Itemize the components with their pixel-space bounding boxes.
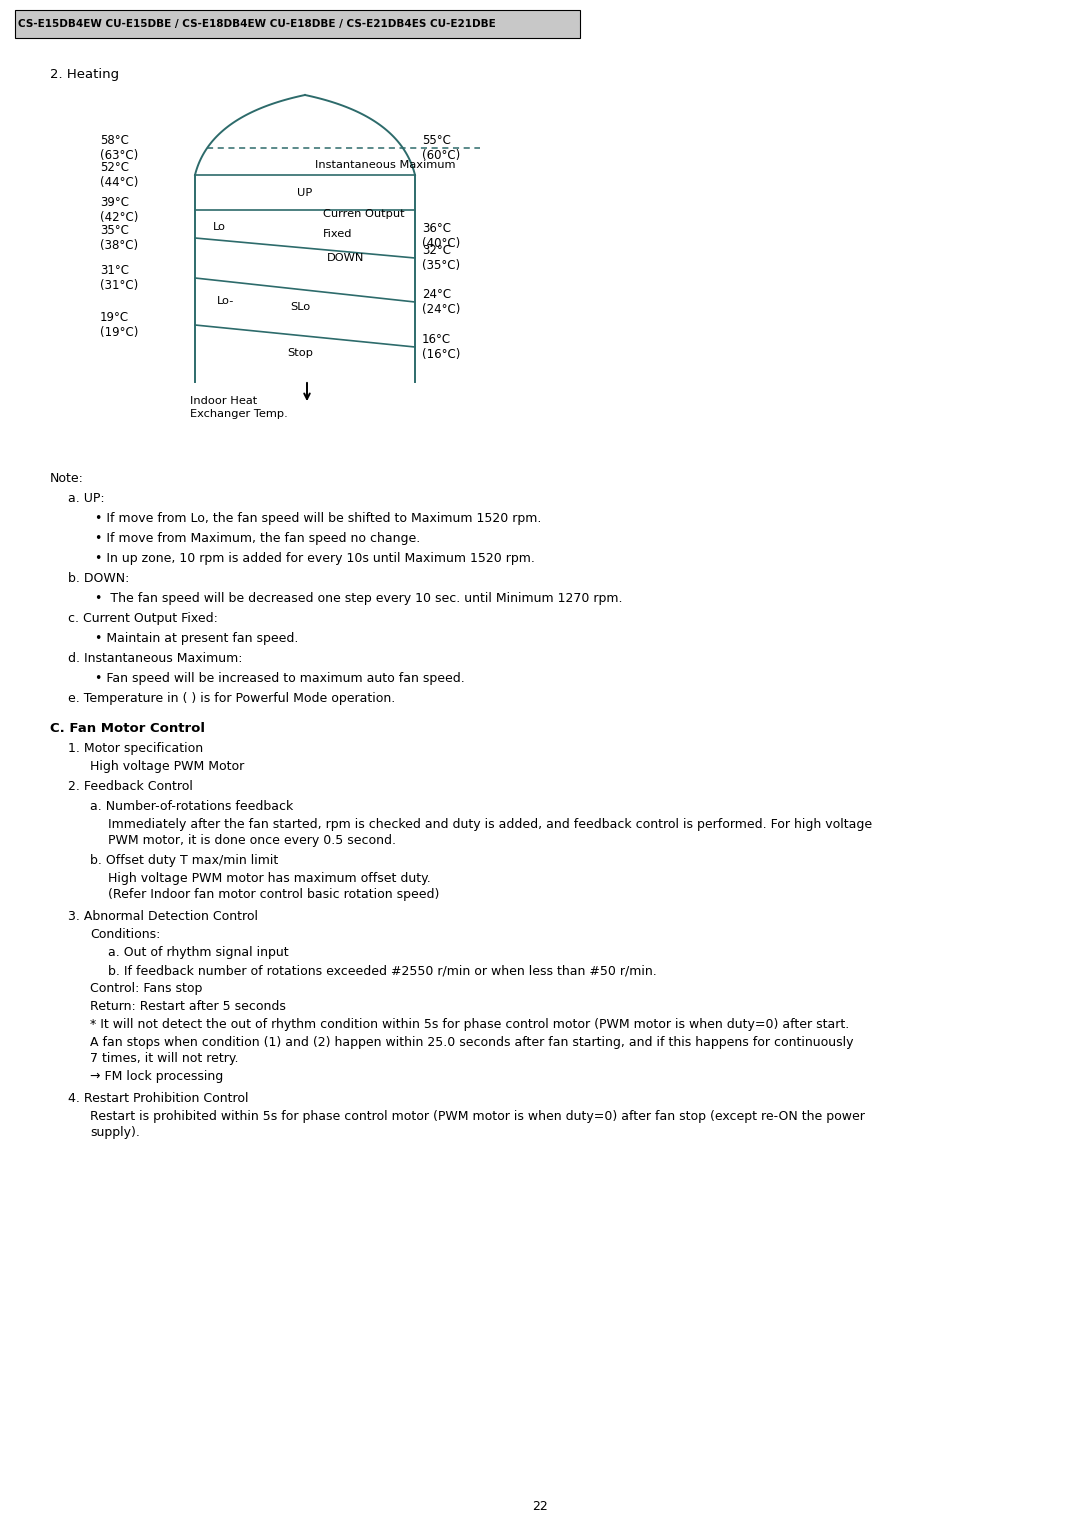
Text: c. Current Output Fixed:: c. Current Output Fixed: (68, 613, 218, 625)
Text: Lo-: Lo- (217, 296, 234, 307)
Text: b. DOWN:: b. DOWN: (68, 571, 130, 585)
Text: 58°C: 58°C (100, 134, 129, 147)
Text: Restart is prohibited within 5s for phase control motor (PWM motor is when duty=: Restart is prohibited within 5s for phas… (90, 1109, 865, 1123)
Text: 3. Abnormal Detection Control: 3. Abnormal Detection Control (68, 911, 258, 923)
Text: High voltage PWM motor has maximum offset duty.: High voltage PWM motor has maximum offse… (108, 872, 431, 885)
Text: Immediately after the fan started, rpm is checked and duty is added, and feedbac: Immediately after the fan started, rpm i… (108, 817, 873, 831)
Text: 36°C: 36°C (422, 222, 451, 235)
Text: 35°C: 35°C (100, 225, 129, 237)
Text: b. If feedback number of rotations exceeded #2550 r/min or when less than #50 r/: b. If feedback number of rotations excee… (108, 964, 657, 976)
Text: (31°C): (31°C) (100, 280, 138, 292)
Text: a. Out of rhythm signal input: a. Out of rhythm signal input (108, 946, 288, 960)
Text: Conditions:: Conditions: (90, 927, 160, 941)
Text: a. UP:: a. UP: (68, 492, 105, 504)
Text: 4. Restart Prohibition Control: 4. Restart Prohibition Control (68, 1093, 248, 1105)
Text: UP: UP (297, 188, 312, 197)
Text: (63°C): (63°C) (100, 150, 138, 162)
Text: CS-E15DB4EW CU-E15DBE / CS-E18DB4EW CU-E18DBE / CS-E21DB4ES CU-E21DBE: CS-E15DB4EW CU-E15DBE / CS-E18DB4EW CU-E… (18, 18, 496, 29)
Text: 2. Feedback Control: 2. Feedback Control (68, 779, 193, 793)
Text: 16°C: 16°C (422, 333, 451, 345)
Text: e. Temperature in ( ) is for Powerful Mode operation.: e. Temperature in ( ) is for Powerful Mo… (68, 692, 395, 704)
Text: Return: Restart after 5 seconds: Return: Restart after 5 seconds (90, 999, 286, 1013)
Text: → FM lock processing: → FM lock processing (90, 1070, 224, 1083)
Text: 24°C: 24°C (422, 287, 451, 301)
Text: • Maintain at present fan speed.: • Maintain at present fan speed. (95, 633, 298, 645)
Text: •  The fan speed will be decreased one step every 10 sec. until Minimum 1270 rpm: • The fan speed will be decreased one st… (95, 591, 622, 605)
Text: PWM motor, it is done once every 0.5 second.: PWM motor, it is done once every 0.5 sec… (108, 834, 396, 847)
Text: supply).: supply). (90, 1126, 140, 1138)
Text: (38°C): (38°C) (100, 238, 138, 252)
Text: 19°C: 19°C (100, 312, 130, 324)
Text: Indoor Heat
Exchanger Temp.: Indoor Heat Exchanger Temp. (190, 396, 287, 419)
Text: 2. Heating: 2. Heating (50, 69, 119, 81)
Text: SLo: SLo (291, 301, 310, 312)
Text: Note:: Note: (50, 472, 84, 484)
Text: Curren Output: Curren Output (323, 209, 405, 219)
Text: (24°C): (24°C) (422, 303, 460, 316)
Text: A fan stops when condition (1) and (2) happen within 25.0 seconds after fan star: A fan stops when condition (1) and (2) h… (90, 1036, 853, 1050)
Text: • In up zone, 10 rpm is added for every 10s until Maximum 1520 rpm.: • In up zone, 10 rpm is added for every … (95, 552, 535, 565)
Text: (40°C): (40°C) (422, 237, 460, 251)
Text: DOWN: DOWN (327, 254, 364, 263)
Text: 52°C: 52°C (100, 160, 129, 174)
Text: d. Instantaneous Maximum:: d. Instantaneous Maximum: (68, 652, 243, 665)
Text: High voltage PWM Motor: High voltage PWM Motor (90, 759, 244, 773)
Text: 31°C: 31°C (100, 264, 129, 277)
Text: 32°C: 32°C (422, 244, 451, 257)
Text: Stop: Stop (287, 348, 313, 359)
Text: * It will not detect the out of rhythm condition within 5s for phase control mot: * It will not detect the out of rhythm c… (90, 1018, 849, 1031)
Text: (42°C): (42°C) (100, 211, 138, 225)
Text: (35°C): (35°C) (422, 260, 460, 272)
FancyBboxPatch shape (15, 11, 580, 38)
Text: 7 times, it will not retry.: 7 times, it will not retry. (90, 1051, 239, 1065)
Text: 39°C: 39°C (100, 196, 129, 209)
Text: a. Number-of-rotations feedback: a. Number-of-rotations feedback (90, 801, 294, 813)
Text: (60°C): (60°C) (422, 150, 460, 162)
Text: 1. Motor specification: 1. Motor specification (68, 743, 203, 755)
Text: (44°C): (44°C) (100, 176, 138, 189)
Text: Lo: Lo (213, 222, 226, 232)
Text: C. Fan Motor Control: C. Fan Motor Control (50, 723, 205, 735)
Text: Control: Fans stop: Control: Fans stop (90, 983, 202, 995)
Text: b. Offset duty T max/min limit: b. Offset duty T max/min limit (90, 854, 279, 866)
Text: (Refer Indoor fan motor control basic rotation speed): (Refer Indoor fan motor control basic ro… (108, 888, 440, 902)
Text: 22: 22 (532, 1500, 548, 1513)
Text: (16°C): (16°C) (422, 348, 460, 361)
Text: Fixed: Fixed (323, 229, 352, 238)
Text: • If move from Maximum, the fan speed no change.: • If move from Maximum, the fan speed no… (95, 532, 420, 545)
Text: Instantaneous Maximum: Instantaneous Maximum (315, 160, 456, 170)
Text: • Fan speed will be increased to maximum auto fan speed.: • Fan speed will be increased to maximum… (95, 672, 464, 685)
Text: (19°C): (19°C) (100, 325, 138, 339)
Text: • If move from Lo, the fan speed will be shifted to Maximum 1520 rpm.: • If move from Lo, the fan speed will be… (95, 512, 541, 526)
Text: 55°C: 55°C (422, 134, 450, 147)
